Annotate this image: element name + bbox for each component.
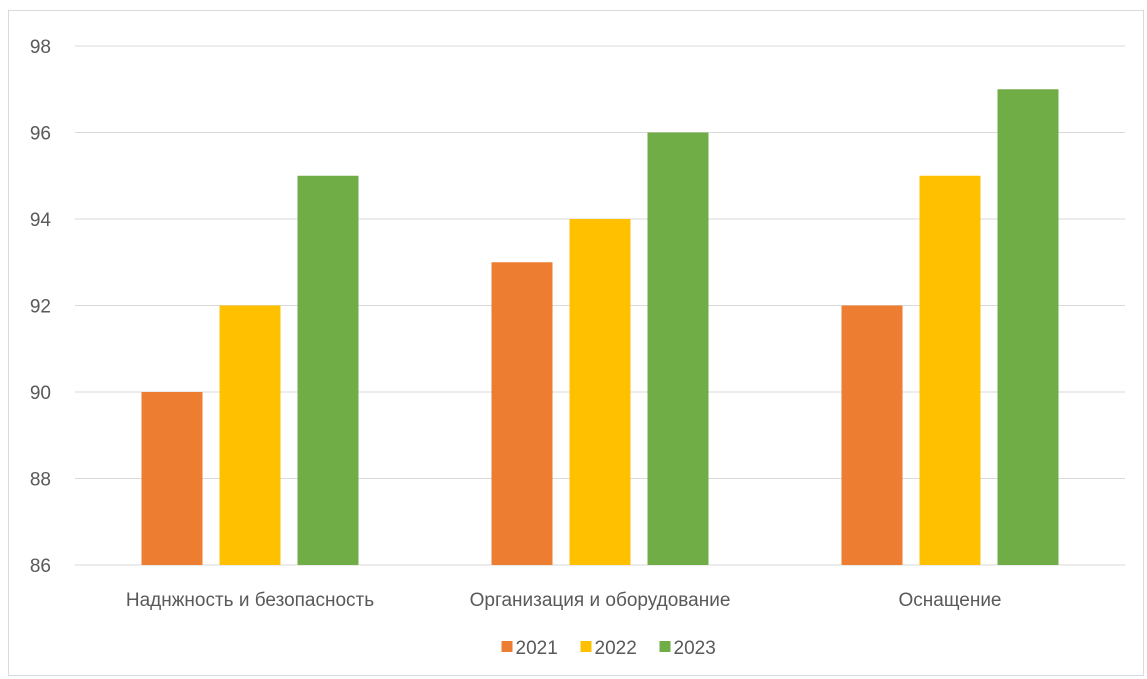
- bar-2021-2: [491, 262, 553, 565]
- bar-2023-1: [297, 175, 359, 565]
- y-tick-label: 92: [30, 297, 51, 318]
- legend-label-2023: 2023: [674, 638, 716, 659]
- legend-swatch-2023: [659, 641, 671, 652]
- legend-swatch-2022: [580, 641, 592, 652]
- y-tick-label: 88: [30, 470, 51, 491]
- bar-2023-2: [647, 132, 709, 565]
- legend-label-2021: 2021: [516, 638, 558, 659]
- x-category-label: Оснащение: [899, 590, 1002, 611]
- x-category-label: Наднжность и безопасность: [126, 590, 374, 611]
- legend: 2021 2022 2023: [501, 638, 716, 659]
- y-axis-tick-labels: 86 88 90 92 94 96 98: [30, 37, 52, 577]
- bar-2022-1: [219, 305, 281, 565]
- bar-2023-3: [997, 89, 1059, 565]
- bar-2021-1: [141, 392, 203, 565]
- y-tick-label: 96: [30, 124, 51, 145]
- x-category-label: Организация и оборудование: [470, 590, 731, 611]
- y-tick-label: 94: [30, 210, 52, 231]
- y-tick-label: 98: [30, 37, 51, 58]
- bars: [141, 89, 1059, 565]
- legend-label-2022: 2022: [595, 638, 637, 659]
- x-axis-category-labels: Наднжность и безопасность Организация и о…: [126, 590, 1002, 611]
- legend-swatch-2021: [501, 641, 513, 652]
- bar-2022-3: [919, 175, 981, 565]
- y-tick-label: 90: [30, 383, 51, 404]
- bar-2021-3: [841, 305, 903, 565]
- bar-2022-2: [569, 219, 631, 565]
- y-tick-label: 86: [30, 556, 51, 577]
